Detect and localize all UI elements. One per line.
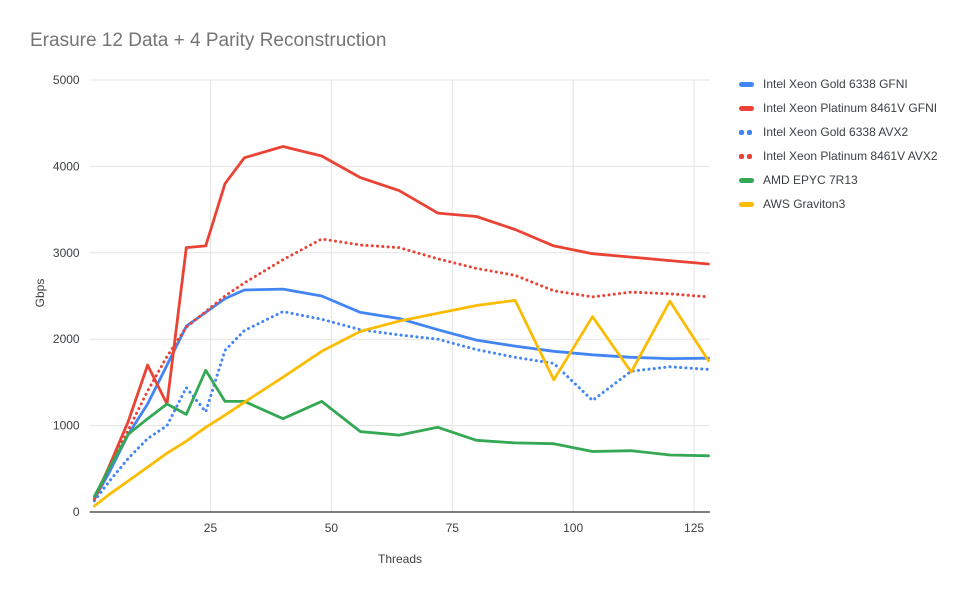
legend-swatch-solid-line (739, 105, 754, 111)
legend-swatch-solid-line (739, 81, 754, 87)
legend-swatch-solid-line (739, 177, 754, 183)
x-axis-tick-label: 125 (684, 521, 704, 535)
legend-item[interactable]: Intel Xeon Gold 6338 GFNI (739, 72, 938, 96)
legend-item[interactable]: AWS Graviton3 (739, 192, 938, 216)
legend-swatch-dotted-line (739, 129, 754, 135)
x-axis-tick-label: 50 (325, 521, 339, 535)
legend-swatch-dotted-line (739, 153, 754, 159)
series-line[interactable] (92, 237, 710, 501)
series-line[interactable] (93, 298, 710, 508)
y-axis-tick-label: 0 (73, 505, 80, 519)
series-line[interactable] (93, 145, 710, 501)
legend-label: Intel Xeon Gold 6338 AVX2 (763, 125, 909, 139)
x-axis-tick-label: 100 (563, 521, 583, 535)
x-axis-tick-label: 25 (204, 521, 218, 535)
legend-item[interactable]: Intel Xeon Gold 6338 AVX2 (739, 120, 938, 144)
y-axis-tick-label: 1000 (53, 419, 80, 433)
y-axis-tick-label: 5000 (53, 73, 80, 87)
legend-item[interactable]: Intel Xeon Platinum 8461V GFNI (739, 96, 938, 120)
legend-item[interactable]: Intel Xeon Platinum 8461V AVX2 (739, 144, 938, 168)
legend-label: AWS Graviton3 (763, 197, 846, 211)
legend-label: AMD EPYC 7R13 (763, 173, 858, 187)
x-axis-tick-label: 75 (446, 521, 460, 535)
legend-swatch-dot (747, 153, 752, 159)
legend-label: Intel Xeon Platinum 8461V GFNI (763, 101, 938, 115)
y-axis-tick-label: 2000 (53, 332, 80, 346)
y-axis-tick-label: 4000 (53, 159, 80, 173)
series-line[interactable] (93, 368, 710, 498)
legend-swatch-dot (739, 129, 744, 135)
series-line[interactable] (92, 310, 710, 503)
legend-swatch-dot (747, 129, 752, 135)
legend-label: Intel Xeon Platinum 8461V AVX2 (763, 149, 938, 163)
legend-swatch-solid-line (739, 201, 754, 207)
chart-title: Erasure 12 Data + 4 Parity Reconstructio… (30, 30, 387, 51)
series-line[interactable] (93, 287, 710, 501)
legend-swatch-dot (739, 153, 744, 159)
legend: Intel Xeon Gold 6338 GFNI Intel Xeon Plat… (739, 72, 938, 216)
legend-item[interactable]: AMD EPYC 7R13 (739, 168, 938, 192)
legend-label: Intel Xeon Gold 6338 GFNI (763, 77, 908, 91)
x-axis-title: Threads (377, 552, 423, 566)
y-axis-tick-label: 3000 (53, 246, 80, 260)
y-axis-title: Gbps (33, 278, 47, 308)
